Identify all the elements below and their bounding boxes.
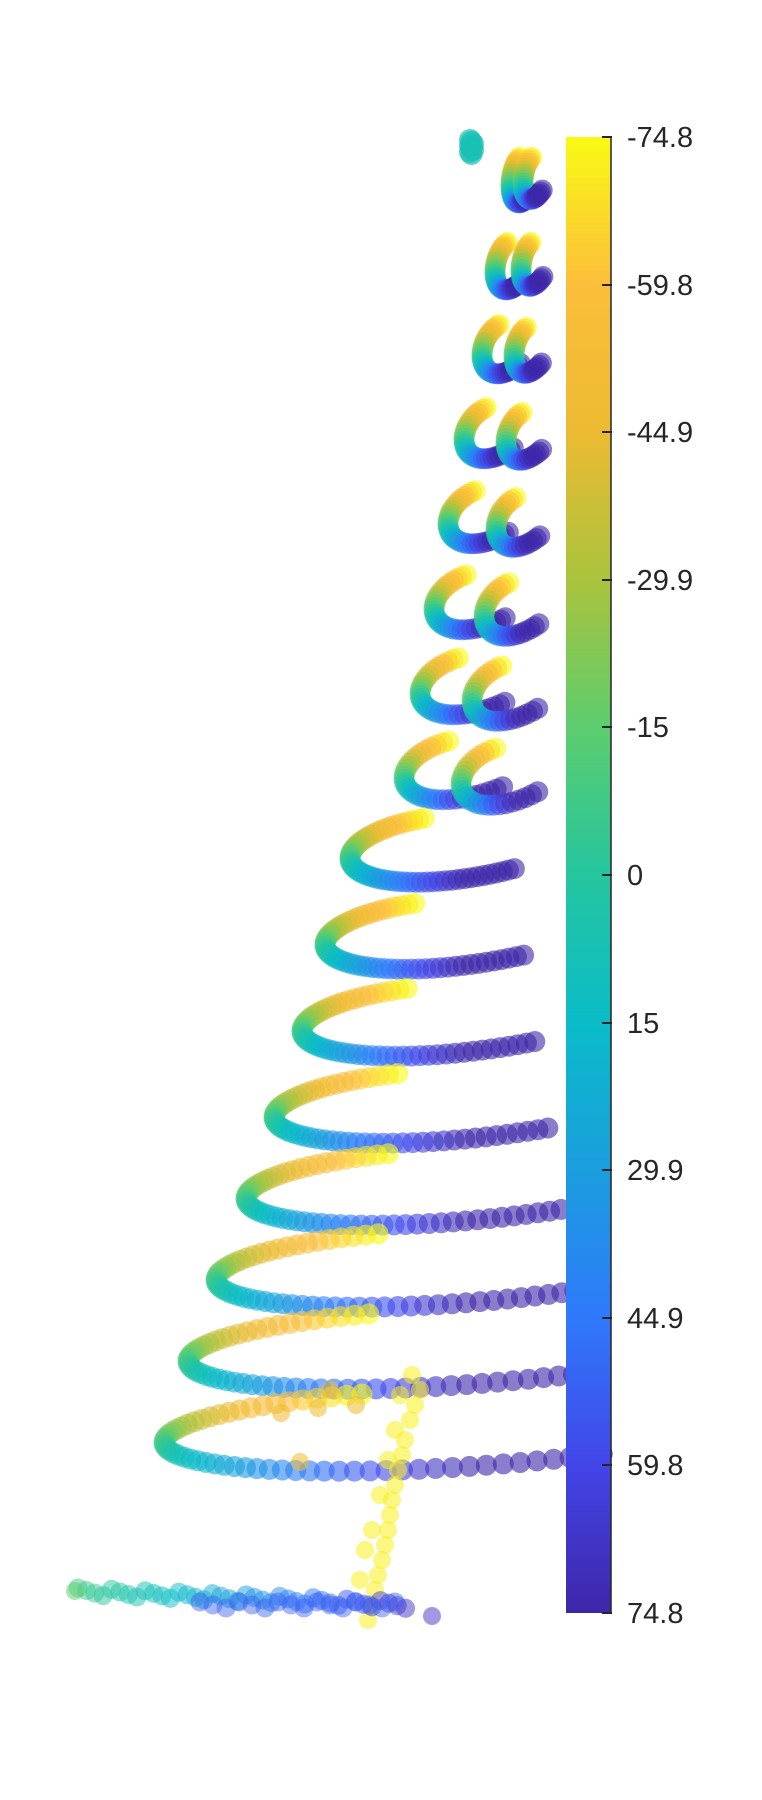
scatter-point — [537, 1117, 559, 1139]
scatter-point — [373, 1551, 391, 1569]
scatter-point — [359, 1460, 381, 1482]
scatter-point — [458, 1455, 480, 1477]
scatter-point — [281, 1595, 301, 1615]
scatter-point — [381, 1506, 399, 1524]
scatter-point — [294, 1598, 314, 1618]
scatter-point — [531, 179, 553, 201]
scatter-point — [272, 1404, 290, 1422]
scatter-point — [442, 1457, 463, 1478]
scatter-point — [386, 1476, 404, 1494]
scatter-point — [543, 1448, 565, 1470]
scatter-point — [268, 1592, 288, 1612]
scatter-point — [351, 1571, 369, 1589]
scatter-point — [526, 1450, 548, 1472]
scatter-point — [229, 1592, 249, 1612]
scatter-point — [517, 1368, 539, 1390]
scatter-point — [307, 1592, 327, 1612]
scatter-point — [513, 944, 535, 966]
scatter-point — [411, 1381, 429, 1399]
scatter-point — [503, 858, 525, 880]
scatter-point — [406, 1396, 424, 1414]
scatter-point — [372, 1598, 392, 1618]
scatter-point — [460, 143, 483, 165]
colorbar-tick-label: 59.8 — [627, 1450, 683, 1482]
scatter-point — [313, 1460, 335, 1482]
scatter-point — [371, 1486, 389, 1504]
scatter-point — [379, 1451, 397, 1469]
scatter-point — [328, 1460, 350, 1482]
scatter-point — [333, 1598, 353, 1618]
scatter-point — [321, 1381, 339, 1399]
scatter-point — [363, 1521, 381, 1539]
scatter-point — [356, 1541, 374, 1559]
scatter-point — [216, 1598, 236, 1618]
scatter-point — [528, 613, 550, 635]
scatter-point — [502, 1370, 524, 1392]
scatter-point — [255, 1598, 275, 1618]
colorbar-tick-label: 74.8 — [627, 1598, 683, 1630]
scatter-point — [530, 352, 552, 374]
scatter-point — [391, 1386, 409, 1404]
colorbar-tick-label: -29.9 — [627, 565, 693, 597]
colorbar-tick-label: 15 — [627, 1008, 659, 1040]
scatter-point — [527, 781, 549, 803]
scatter-point — [66, 1582, 84, 1600]
colorbar-tick-label: 44.9 — [627, 1303, 683, 1335]
scatter-point — [456, 1374, 478, 1396]
scatter-point — [190, 1592, 210, 1612]
scatter-point — [527, 697, 549, 719]
colorbar-tick-label: -59.8 — [627, 270, 693, 302]
scatter-point — [425, 1457, 447, 1479]
scatter-point — [524, 1031, 546, 1052]
scatter-point — [440, 1375, 462, 1397]
scatter-point — [203, 1595, 223, 1615]
scatter-point — [471, 1372, 493, 1394]
scatter-point — [475, 1454, 497, 1476]
scatter-point — [309, 1399, 327, 1417]
scatter-point — [386, 1421, 404, 1439]
scatter-point — [359, 1595, 379, 1615]
scatter-point — [423, 1607, 441, 1625]
scatter-point — [408, 1458, 430, 1480]
scatter-point — [401, 1411, 419, 1429]
colorbar-ticks: -74.8 -59.8 -44.9 -29.9 -15 0 15 29.9 44.9 59.8 74… — [602, 122, 693, 1630]
scatter-point — [487, 1371, 509, 1393]
scatter-point — [343, 1460, 365, 1482]
scatter-point — [379, 1521, 397, 1539]
colorbar-tick-label: 29.9 — [627, 1155, 683, 1187]
scatter-point — [492, 776, 514, 798]
scatter-point — [369, 1566, 387, 1584]
colorbar-tick-label: -74.8 — [627, 122, 693, 154]
scatter-point — [347, 1396, 365, 1414]
scatter-point — [492, 1453, 514, 1475]
scatter-point — [396, 1598, 416, 1618]
colorbar-tick-label: -15 — [627, 712, 669, 744]
scatter-point — [529, 525, 551, 547]
scatter-point — [425, 1376, 447, 1398]
scatter-point — [385, 1592, 405, 1612]
scatter-point — [509, 1452, 531, 1473]
scatter-point — [532, 266, 554, 287]
scatter-points — [66, 129, 613, 1629]
scatter-point — [403, 1366, 421, 1384]
colorbar-tick-label: -44.9 — [627, 417, 693, 449]
scatter-point — [242, 1595, 262, 1615]
scatter-point — [376, 1536, 394, 1554]
scatter-point — [320, 1595, 340, 1615]
colorbar-tick-label: 0 — [627, 860, 643, 892]
scatter-point — [291, 1453, 309, 1471]
scatter-point — [393, 1446, 411, 1464]
scatter-point — [346, 1592, 366, 1612]
scatter-point — [494, 607, 516, 629]
scatter-point — [494, 691, 516, 713]
scatter-point — [531, 438, 553, 460]
